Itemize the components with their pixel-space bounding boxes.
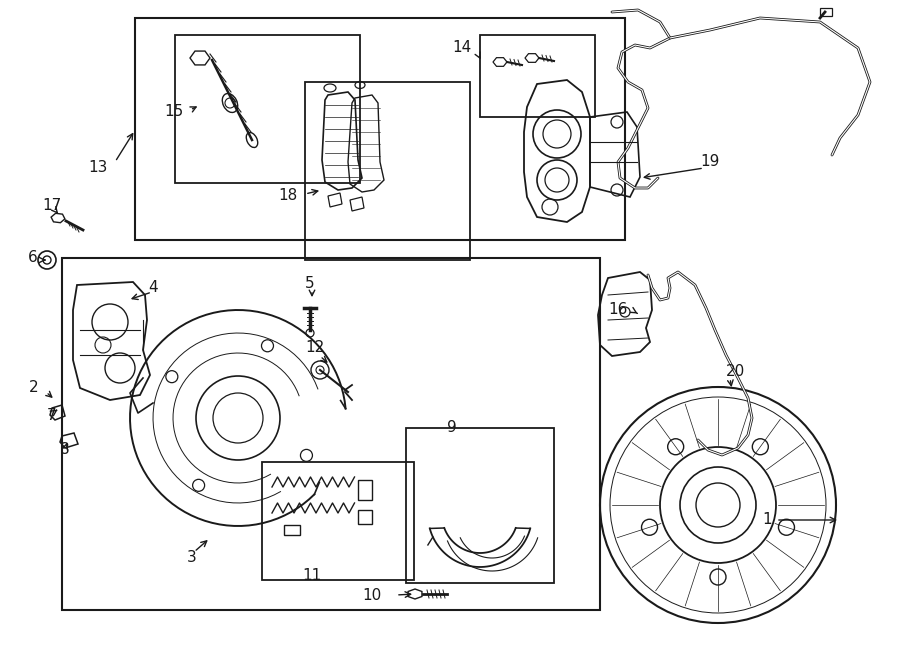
- Bar: [135, 18, 625, 240]
- Ellipse shape: [222, 93, 238, 113]
- Text: 1: 1: [762, 512, 771, 528]
- Bar: [284, 525, 300, 535]
- Text: 18: 18: [279, 187, 298, 203]
- Text: 10: 10: [363, 587, 382, 602]
- Bar: [305, 82, 470, 260]
- Text: 15: 15: [165, 105, 184, 120]
- Text: 3: 3: [187, 551, 197, 565]
- Text: 7: 7: [47, 408, 57, 422]
- Text: 13: 13: [88, 160, 108, 175]
- Bar: [358, 480, 372, 500]
- Text: 19: 19: [700, 154, 720, 169]
- Text: 9: 9: [447, 420, 457, 436]
- Text: 6: 6: [28, 250, 38, 265]
- Text: 5: 5: [305, 275, 315, 291]
- Ellipse shape: [247, 132, 257, 148]
- Text: 2: 2: [29, 381, 38, 395]
- Bar: [262, 462, 414, 580]
- Text: 8: 8: [60, 442, 70, 457]
- Bar: [480, 35, 595, 117]
- Text: 11: 11: [302, 567, 321, 583]
- Text: 16: 16: [608, 303, 628, 318]
- Bar: [820, 8, 832, 16]
- Bar: [358, 510, 372, 524]
- Bar: [175, 35, 360, 183]
- Text: 17: 17: [42, 197, 61, 213]
- Text: 14: 14: [453, 40, 472, 56]
- Text: 4: 4: [148, 281, 157, 295]
- Bar: [406, 428, 554, 583]
- Text: 12: 12: [305, 340, 325, 355]
- Text: 20: 20: [726, 365, 745, 379]
- Bar: [62, 258, 600, 610]
